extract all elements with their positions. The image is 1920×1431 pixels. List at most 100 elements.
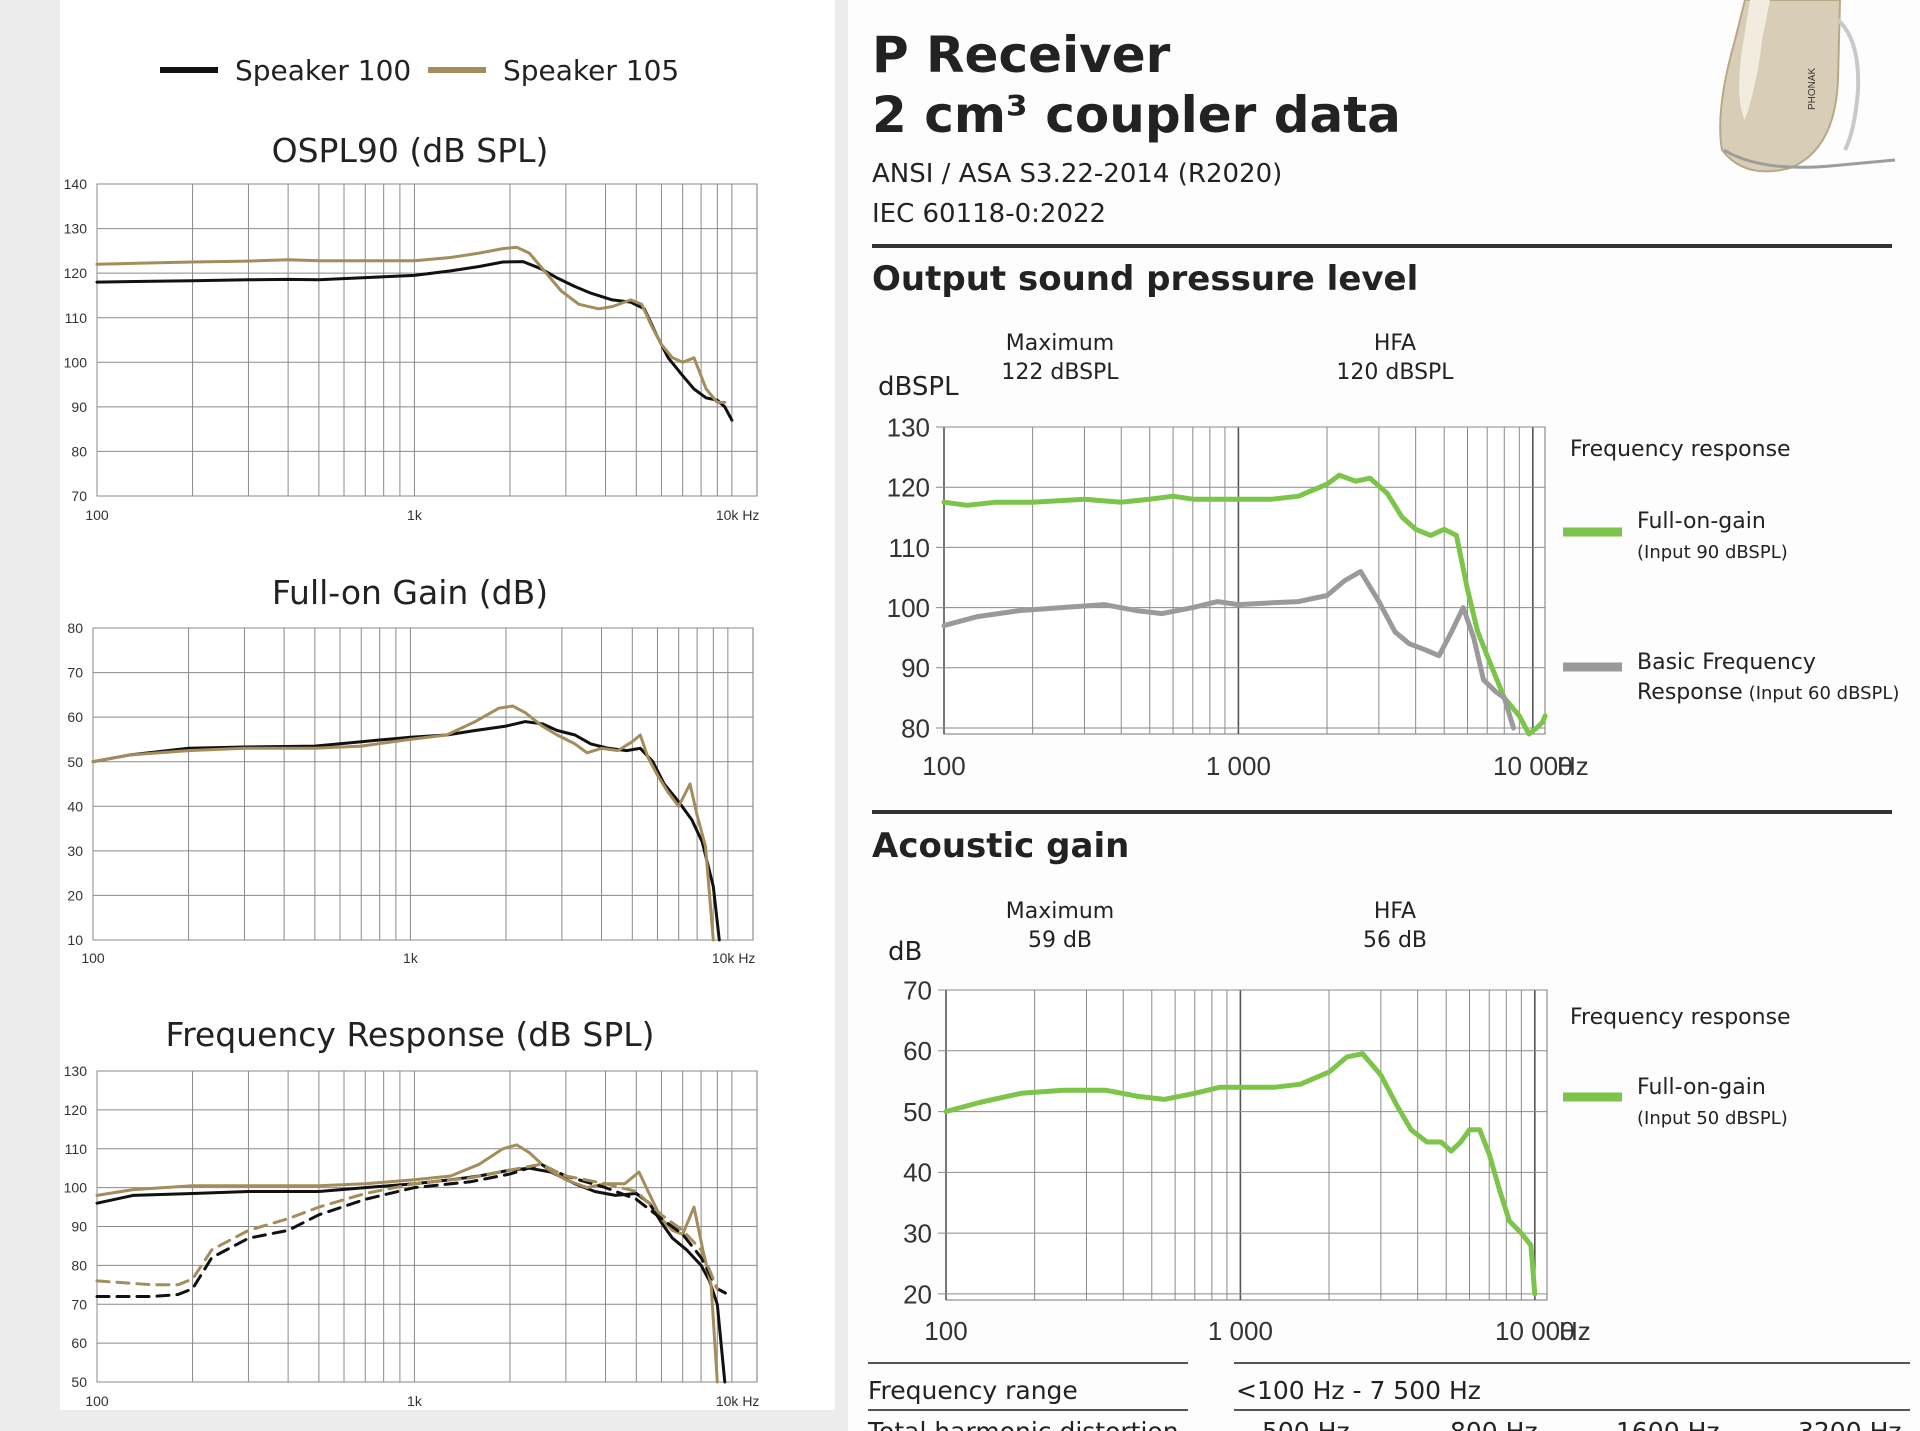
y-tick-label: 30 [903, 1218, 932, 1248]
x-tick-label: 10k Hz [716, 507, 760, 523]
gain-y-axis-label: dB [888, 937, 922, 967]
gain-max-value: 59 dB [1028, 928, 1092, 953]
y-tick-label: 70 [71, 488, 87, 504]
x-tick-label: 100 [85, 1393, 109, 1409]
y-tick-label: 60 [67, 709, 83, 725]
gain-legend-line2: (Input 50 dBSPL) [1637, 1108, 1788, 1129]
y-tick-label: 40 [903, 1158, 932, 1188]
x-tick-label: 100 [81, 950, 105, 966]
y-tick-label: 80 [901, 713, 930, 743]
series-line-basic-frequency-response [941, 569, 1516, 731]
standard-iec: IEC 60118-0:2022 [872, 199, 1106, 229]
y-tick-label: 40 [67, 798, 83, 814]
table-row2-col-800: 800 Hz [1450, 1417, 1538, 1431]
y-tick-label: 80 [67, 620, 83, 636]
table-row2-label: Total harmonic distortion [867, 1417, 1179, 1431]
legend-label-speaker-105: Speaker 105 [503, 54, 679, 87]
y-tick-label: 130 [64, 221, 88, 237]
x-tick-label: 1k [403, 950, 419, 966]
y-tick-label: 120 [64, 1102, 88, 1118]
output-legend: Frequency response Full-on-gain (Input 9… [1563, 437, 1899, 705]
output-legend-heading: Frequency response [1570, 437, 1791, 462]
y-tick-label: 100 [64, 1180, 88, 1196]
y-tick-label: 30 [67, 843, 83, 859]
spec-table: Frequency range <100 Hz - 7 500 Hz Total… [867, 1362, 1910, 1431]
x-tick-label: 1k [407, 1393, 423, 1409]
gain-legend-heading: Frequency response [1570, 1005, 1791, 1030]
x-tick-label: 10k Hz [712, 950, 756, 966]
y-tick-label: 60 [71, 1335, 87, 1351]
right-header: P Receiver 2 cm³ coupler data ANSI / ASA… [872, 26, 1401, 229]
y-tick-label: 110 [65, 1141, 88, 1157]
y-tick-label: 60 [903, 1036, 932, 1066]
left-legend: Speaker 100 Speaker 105 [160, 54, 679, 87]
y-tick-label: 50 [71, 1374, 87, 1390]
legend-basic-line2: Response (Input 60 dBSPL) [1637, 680, 1899, 705]
table-row1-label: Frequency range [868, 1376, 1078, 1405]
legend-full-on-gain-line2: (Input 90 dBSPL) [1637, 542, 1788, 563]
series-line-speaker-105 [91, 704, 715, 942]
x-tick-label: 10 000 [1495, 1316, 1575, 1346]
y-tick-label: 90 [71, 1219, 87, 1235]
hearing-aid-image: PHONAK [1719, 0, 1896, 173]
y-tick-label: 100 [887, 593, 930, 623]
x-tick-label: 1 000 [1206, 751, 1271, 781]
output-hfa-value: 120 dBSPL [1336, 360, 1454, 385]
y-tick-label: 70 [71, 1296, 87, 1312]
y-tick-label: 80 [71, 1257, 87, 1273]
series-line-speaker-100 [91, 720, 721, 942]
y-tick-label: 90 [71, 399, 87, 415]
table-row1-value: <100 Hz - 7 500 Hz [1236, 1376, 1481, 1405]
y-tick-label: 10 [67, 932, 83, 948]
x-tick-label: 100 [85, 507, 109, 523]
series-line-speaker-100 [95, 260, 734, 422]
x-unit-label: Hz [1557, 751, 1589, 781]
gain-hfa-value: 56 dB [1363, 928, 1427, 953]
x-tick-label: 100 [922, 751, 965, 781]
y-tick-label: 140 [64, 176, 88, 192]
x-tick-label: 100 [924, 1316, 967, 1346]
y-tick-label: 80 [71, 443, 87, 459]
gain-max-label: Maximum [1006, 899, 1114, 924]
series-line-speaker-100-dashed [95, 1162, 734, 1298]
y-tick-label: 110 [889, 533, 930, 563]
x-unit-label: Hz [1559, 1316, 1591, 1346]
y-tick-label: 120 [887, 473, 930, 503]
series-line-speaker-105 [95, 245, 727, 404]
chart-title-full-on-gain: Full-on Gain (dB) [272, 573, 548, 612]
gain-legend-line1: Full-on-gain [1637, 1075, 1766, 1100]
table-row2-col-3200: 3200 Hz [1798, 1417, 1902, 1431]
plot-frame [943, 426, 1546, 735]
chart-full-on-gain: 10 20 30 40 50 60 70 80 100 1k 10k Hz [67, 620, 755, 966]
x-tick-label: 10k Hz [716, 1393, 760, 1409]
y-tick-label: 110 [65, 310, 88, 326]
receiver-title: P Receiver [872, 26, 1171, 84]
output-hfa-label: HFA [1374, 331, 1416, 356]
chart-title-frequency-response: Frequency Response (dB SPL) [165, 1015, 654, 1054]
chart-frequency-response: 50 60 70 80 90 100 110 120 130 100 1k 10k Hz [64, 1063, 760, 1409]
legend-full-on-gain-line1: Full-on-gain [1637, 509, 1766, 534]
table-row2-col-500: 500 Hz [1262, 1417, 1350, 1431]
output-max-label: Maximum [1006, 331, 1114, 356]
series-line-speaker-105-dashed [95, 1162, 719, 1291]
y-tick-label: 20 [67, 887, 83, 903]
y-tick-label: 130 [887, 412, 930, 442]
y-tick-label: 90 [901, 653, 930, 683]
y-tick-label: 70 [903, 975, 932, 1005]
section-heading-gain: Acoustic gain [872, 826, 1129, 866]
x-tick-label: 10 000 [1493, 751, 1573, 781]
legend-basic-line2a: Response [1637, 680, 1743, 705]
x-tick-label: 1 000 [1208, 1316, 1273, 1346]
y-tick-label: 50 [903, 1097, 932, 1127]
x-tick-label: 1k [407, 507, 423, 523]
series-line-full-on-gain [943, 1051, 1538, 1297]
plot-frame [92, 627, 754, 941]
gain-hfa-label: HFA [1374, 899, 1416, 924]
legend-basic-line1: Basic Frequency [1637, 650, 1816, 675]
plot-frame [96, 183, 758, 497]
brand-mark: PHONAK [1807, 67, 1818, 110]
section-heading-output: Output sound pressure level [872, 259, 1418, 299]
